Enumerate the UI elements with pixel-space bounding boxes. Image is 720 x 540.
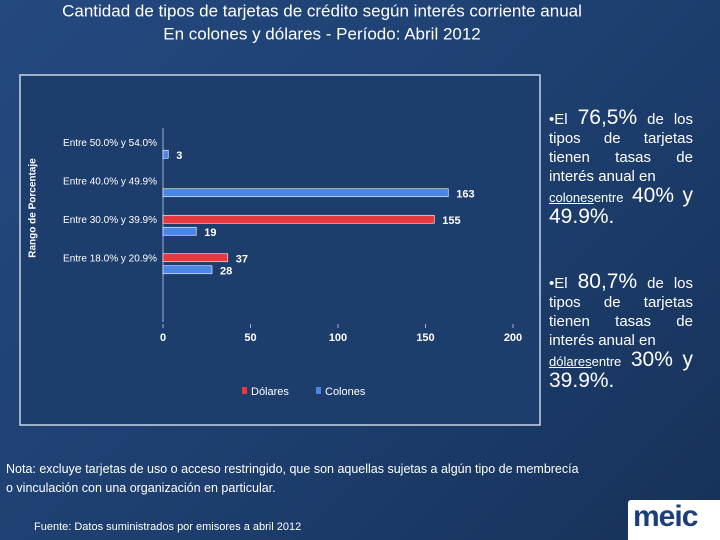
side-note-text: de los tipos de tarjetas tienen tasas de… (549, 111, 693, 185)
logo: meic (628, 500, 720, 540)
value-label: 163 (456, 189, 474, 201)
y-tick-label: Entre 30.0% y 39.9% (63, 215, 157, 226)
logo-text: meic (633, 500, 698, 533)
side-note-text: •El (549, 111, 568, 128)
x-tick-label: 150 (416, 332, 434, 344)
y-tick-label: Entre 18.0% y 20.9% (63, 253, 157, 264)
side-note-text: y 49.9%. (549, 184, 694, 228)
legend-label: Colones (325, 386, 366, 398)
side-note-text: •El (549, 275, 568, 292)
x-tick-label: 50 (244, 332, 256, 344)
bar (162, 188, 449, 198)
side-note: •El 80,7% de los tipos de tarjetas tiene… (549, 270, 693, 392)
value-label: 28 (220, 266, 232, 278)
value-label: 155 (442, 215, 460, 227)
side-note-text: de los tipos de tarjetas tienen tasas de… (549, 275, 693, 349)
x-tick-label: 200 (504, 332, 522, 344)
side-note-text: colones (549, 190, 594, 205)
side-note-text: 40% (631, 184, 674, 207)
x-tick-label: 0 (160, 332, 166, 344)
bar (162, 253, 229, 263)
bar (162, 226, 197, 236)
y-tick-label: Entre 50.0% y 54.0% (63, 138, 157, 149)
legend-swatch (316, 387, 321, 394)
legend-swatch (242, 387, 247, 394)
y-tick-label: Entre 40.0% y 49.9% (63, 176, 157, 187)
side-note-text: 30% (630, 348, 673, 371)
chart-panel (19, 74, 541, 426)
legend-label: Dólares (251, 386, 289, 398)
note: Nota: excluye tarjetas de uso o acceso r… (6, 462, 579, 495)
bar (162, 149, 169, 159)
side-note: •El 76,5% de los tipos de tarjetas tiene… (549, 106, 694, 228)
value-label: 3 (176, 150, 182, 162)
bar (162, 265, 213, 275)
y-axis-label: Rango de Porcentaje (28, 158, 39, 258)
subtitle: En colones y dólares - Período: Abril 20… (163, 24, 481, 43)
source: Fuente: Datos suministrados por emisores… (34, 521, 302, 533)
side-note-text: 80,7% (577, 270, 638, 293)
side-note-text: entre (593, 190, 624, 205)
side-note-text: y 39.9%. (549, 348, 693, 392)
title: Cantidad de tipos de tarjetas de crédito… (62, 1, 582, 20)
side-note-text: 76,5% (577, 106, 638, 129)
side-note-text: entre (591, 354, 622, 369)
bar (162, 214, 435, 224)
value-label: 37 (236, 254, 248, 266)
x-tick-label: 100 (329, 332, 347, 344)
value-label: 19 (204, 227, 216, 239)
side-note-text: dólares (549, 354, 592, 369)
